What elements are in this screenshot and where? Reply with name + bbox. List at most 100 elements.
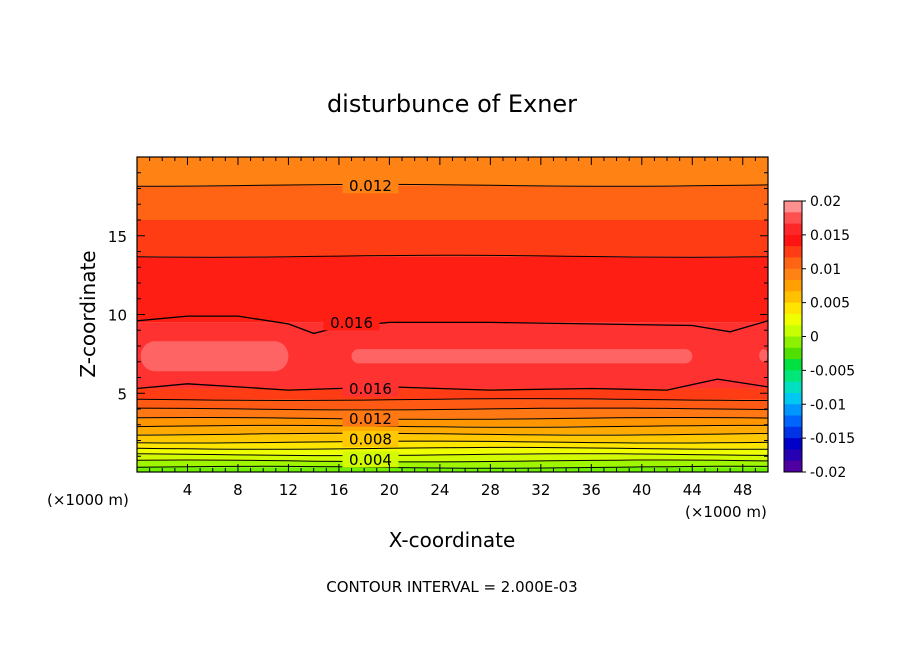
contour-label-4: 0.008 xyxy=(349,430,392,448)
colorbar-swatch xyxy=(784,336,802,349)
x-unit-right: (×1000 m) xyxy=(685,503,767,521)
band-15 xyxy=(137,157,768,186)
colorbar-label: 0 xyxy=(810,330,819,346)
x-tick-label: 8 xyxy=(233,481,243,499)
colorbar-swatch xyxy=(784,234,802,247)
highlight-2 xyxy=(759,349,768,362)
colorbar-swatch xyxy=(784,460,802,473)
colorbar-swatch xyxy=(784,370,802,383)
colorbar-label: 0.02 xyxy=(810,194,841,210)
contour-label-bg xyxy=(342,380,399,397)
colorbar-swatch xyxy=(784,449,802,462)
contour-line-3 xyxy=(136,446,768,450)
band-5 xyxy=(137,434,768,443)
x-tick-label: 24 xyxy=(430,481,449,499)
contour-interval-footer: CONTOUR INTERVAL = 2.000E-03 xyxy=(326,578,577,596)
contour-line-7 xyxy=(136,417,769,420)
colorbar-swatch xyxy=(784,415,802,428)
colorbar-swatch xyxy=(784,347,802,360)
x-tick-label: 4 xyxy=(183,481,193,499)
band-2 xyxy=(137,454,768,461)
colorbar-swatch xyxy=(784,223,802,236)
colorbar-swatch xyxy=(784,381,802,394)
x-tick-label: 28 xyxy=(481,481,500,499)
contour-line-4 xyxy=(136,440,769,444)
band-7 xyxy=(137,418,768,427)
x-unit-left: (×1000 m) xyxy=(47,491,129,509)
colorbar-swatch xyxy=(784,302,802,315)
y-tick-label: 15 xyxy=(108,228,127,246)
colorbar-swatch xyxy=(784,212,802,225)
contour-line-8 xyxy=(136,407,769,411)
x-axis-label: X-coordinate xyxy=(389,528,516,552)
colorbar-swatch xyxy=(784,201,802,213)
x-tick-label: 12 xyxy=(279,481,298,499)
contour-label-5: 0.004 xyxy=(349,451,392,469)
colorbar-label: -0.015 xyxy=(810,431,855,447)
x-tick-label: 32 xyxy=(531,481,550,499)
contour-labels: 0.012 0.016 0.016 0.012 0.008 0.004 xyxy=(323,177,399,469)
colorbar-swatch xyxy=(784,438,802,450)
colorbar-swatch xyxy=(784,404,802,417)
band-6 xyxy=(137,426,768,435)
band-14 xyxy=(137,185,768,220)
plot-area xyxy=(137,157,768,472)
contour-label-bg xyxy=(342,430,399,447)
colorbar-swatch xyxy=(784,325,802,337)
colorbar-swatch xyxy=(784,246,802,258)
colorbar-swatch xyxy=(784,313,802,326)
y-axis-label: Z-coordinate xyxy=(76,250,100,377)
highlight-1 xyxy=(351,349,693,364)
colorbar-label: -0.005 xyxy=(810,363,855,379)
x-tick-label: 40 xyxy=(632,481,651,499)
colorbar-swatch xyxy=(784,268,802,281)
colorbar-swatch xyxy=(784,280,802,292)
colorbar-swatch xyxy=(784,426,802,439)
band-1 xyxy=(137,460,768,468)
y-axis: 5 10 15 xyxy=(108,172,768,457)
x-tick-label: 48 xyxy=(733,481,752,499)
y-tick-label: 10 xyxy=(108,307,127,325)
contour-label-3: 0.012 xyxy=(349,410,392,428)
contour-line-11 xyxy=(136,183,769,187)
x-axis: 4 8 12 16 20 24 28 32 36 40 44 48 xyxy=(149,157,756,499)
colorbar-swatch xyxy=(784,359,802,371)
band-3 xyxy=(137,448,768,455)
contour-line-5 xyxy=(136,432,769,436)
x-tick-label: 44 xyxy=(683,481,702,499)
contour-label-bg xyxy=(342,451,399,468)
colorbar: 0.02 0.015 0.01 0.005 0 -0.005 -0.01 -0.015 -0.0… xyxy=(783,194,855,481)
x-tick-label: 20 xyxy=(380,481,399,499)
band-8 xyxy=(137,409,768,419)
contour-label-bg xyxy=(342,410,399,427)
band-10 xyxy=(137,388,768,400)
contour-label-0: 0.012 xyxy=(349,177,392,195)
colorbar-label: -0.01 xyxy=(810,397,846,413)
x-tick-label: 36 xyxy=(582,481,601,499)
contour-line-2 xyxy=(136,453,769,457)
colorbar-label: 0.015 xyxy=(810,228,850,244)
contour-line-9 xyxy=(136,398,768,402)
colorbar-label: -0.02 xyxy=(810,465,846,481)
contour-line-1 xyxy=(136,459,769,463)
y-tick-label: 5 xyxy=(117,385,127,403)
contour-label-1: 0.016 xyxy=(330,314,373,332)
chart-title: disturbunce of Exner xyxy=(327,90,577,118)
colorbar-label: 0.01 xyxy=(810,262,841,278)
contour-line-10 xyxy=(136,254,769,258)
band-12 xyxy=(137,256,768,323)
colorbar-label: 0.005 xyxy=(810,296,850,312)
highlight-0 xyxy=(140,341,289,372)
contour-label-2: 0.016 xyxy=(349,380,392,398)
band-9 xyxy=(137,399,768,409)
x-tick-label: 16 xyxy=(329,481,348,499)
colorbar-swatch xyxy=(784,291,802,304)
band-4 xyxy=(137,442,768,449)
colorbar-swatch xyxy=(784,392,802,405)
colorbar-swatch xyxy=(784,257,802,270)
contour-label-bg xyxy=(323,314,380,331)
band-13 xyxy=(137,220,768,257)
contour-line-6 xyxy=(136,424,768,428)
contour-label-bg xyxy=(342,177,399,194)
